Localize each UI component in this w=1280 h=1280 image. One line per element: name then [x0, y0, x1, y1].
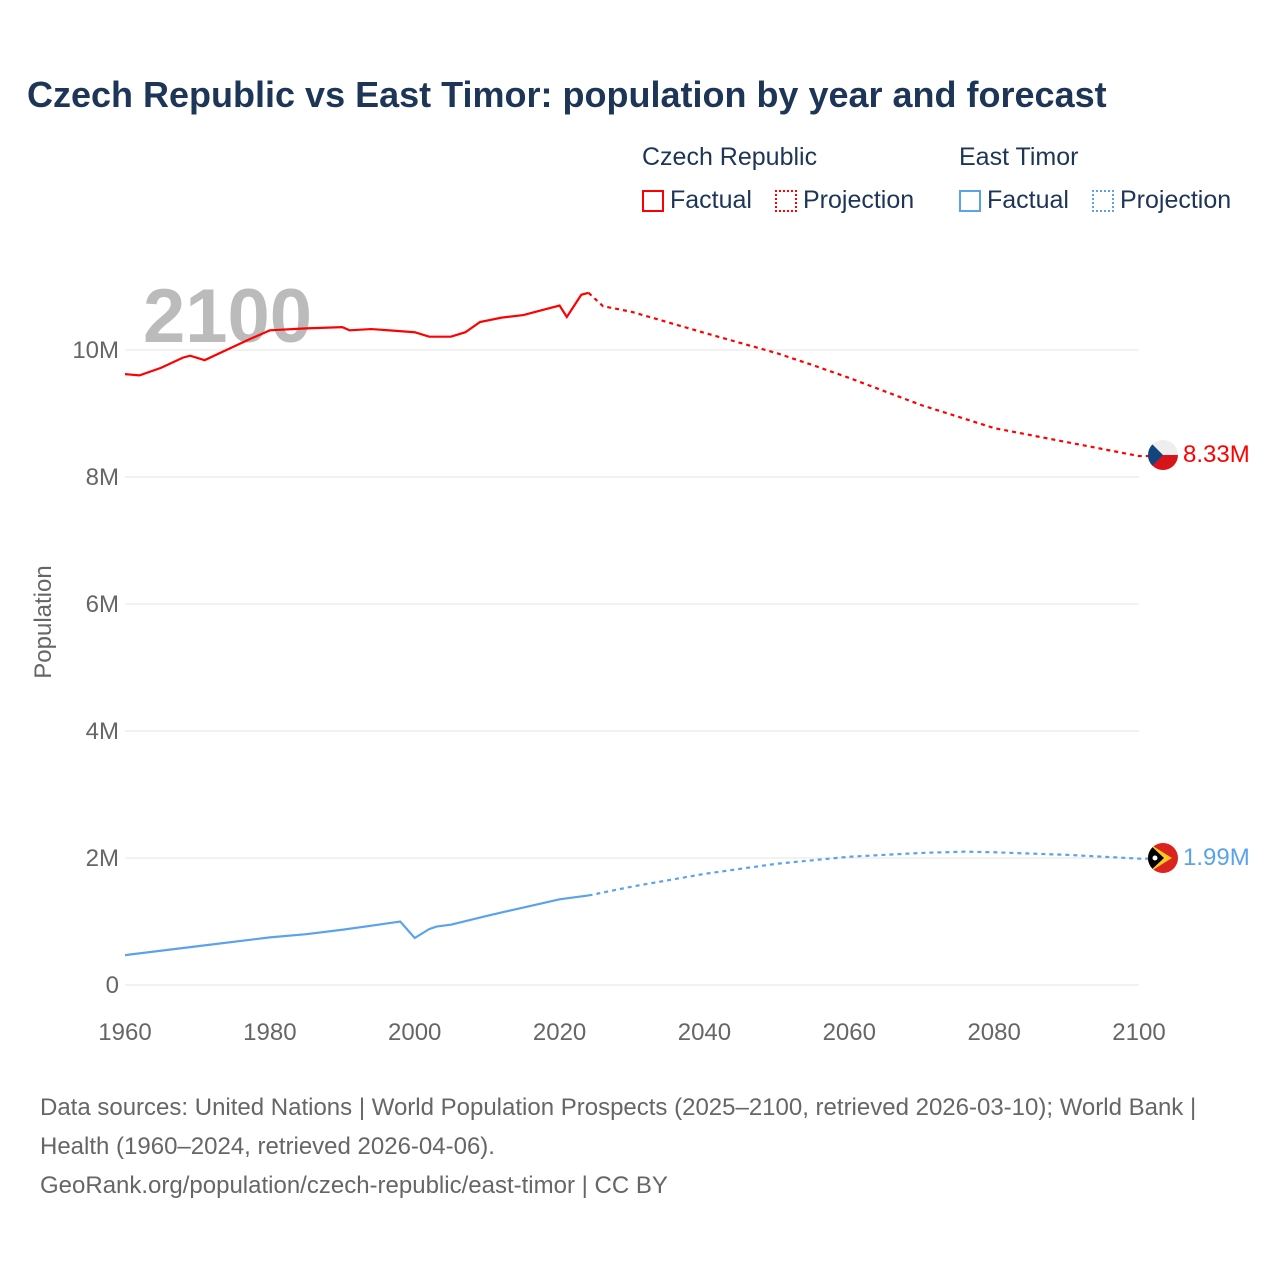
- legend-label: Projection: [803, 186, 915, 214]
- x-tick-label: 1980: [243, 1019, 296, 1046]
- legend-timor-factual[interactable]: Factual: [959, 186, 1069, 215]
- y-tick-label: 4M: [86, 718, 119, 745]
- czech-flag-icon: [1148, 440, 1178, 470]
- chart-title: Czech Republic vs East Timor: population…: [27, 74, 1107, 115]
- y-tick-label: 8M: [86, 464, 119, 491]
- x-tick-label: 2000: [388, 1019, 441, 1046]
- series-factual-line-1: [124, 894, 589, 957]
- east-timor-flag-icon: [1148, 843, 1178, 873]
- data-sources: Data sources: United Nations | World Pop…: [40, 1088, 1240, 1205]
- legend-label: Factual: [987, 186, 1069, 214]
- legend-label: Factual: [670, 186, 752, 214]
- x-tick-label: 2020: [533, 1019, 586, 1046]
- legend-group-timor: East Timor: [959, 143, 1079, 171]
- y-tick-label: 2M: [86, 845, 119, 872]
- y-tick-label: 6M: [86, 591, 119, 618]
- x-tick-label: 2100: [1112, 1019, 1165, 1046]
- x-tick-label: 1960: [98, 1019, 151, 1046]
- legend-swatch-solid: [642, 189, 664, 212]
- y-axis-label: Population: [30, 565, 57, 678]
- x-tick-label: 2080: [967, 1019, 1020, 1046]
- timor-end-label: 1.99M: [1183, 844, 1250, 871]
- plot-area: 0 2M 4M 6M 8M 10M 1960 1980 2000 2020 2040 2060 2080…: [30, 274, 1250, 1046]
- sources-text: Data sources: United Nations | World Pop…: [40, 1094, 1197, 1160]
- x-tick-label: 2040: [678, 1019, 731, 1046]
- legend-swatch-dotted: [1092, 189, 1114, 212]
- series-projection-line-0: [587, 292, 1163, 458]
- legend-czech-projection[interactable]: Projection: [775, 186, 914, 215]
- legend-timor-projection[interactable]: Projection: [1092, 186, 1231, 215]
- legend-label: Projection: [1120, 186, 1232, 214]
- y-tick-label: 0: [106, 972, 119, 999]
- sources-link[interactable]: GeoRank.org/population/czech-republic/ea…: [40, 1172, 668, 1199]
- series-factual-line-0: [124, 291, 589, 377]
- czech-end-label: 8.33M: [1183, 441, 1250, 468]
- series-projection-line-1: [588, 850, 1163, 897]
- year-overlay: 2100: [143, 274, 312, 359]
- y-tick-label: 10M: [72, 337, 119, 364]
- legend-czech-factual[interactable]: Factual: [642, 186, 752, 215]
- x-tick-label: 2060: [823, 1019, 876, 1046]
- legend-group-czech: Czech Republic: [642, 143, 818, 171]
- legend-swatch-dotted: [775, 189, 797, 212]
- legend-swatch-solid: [959, 189, 981, 212]
